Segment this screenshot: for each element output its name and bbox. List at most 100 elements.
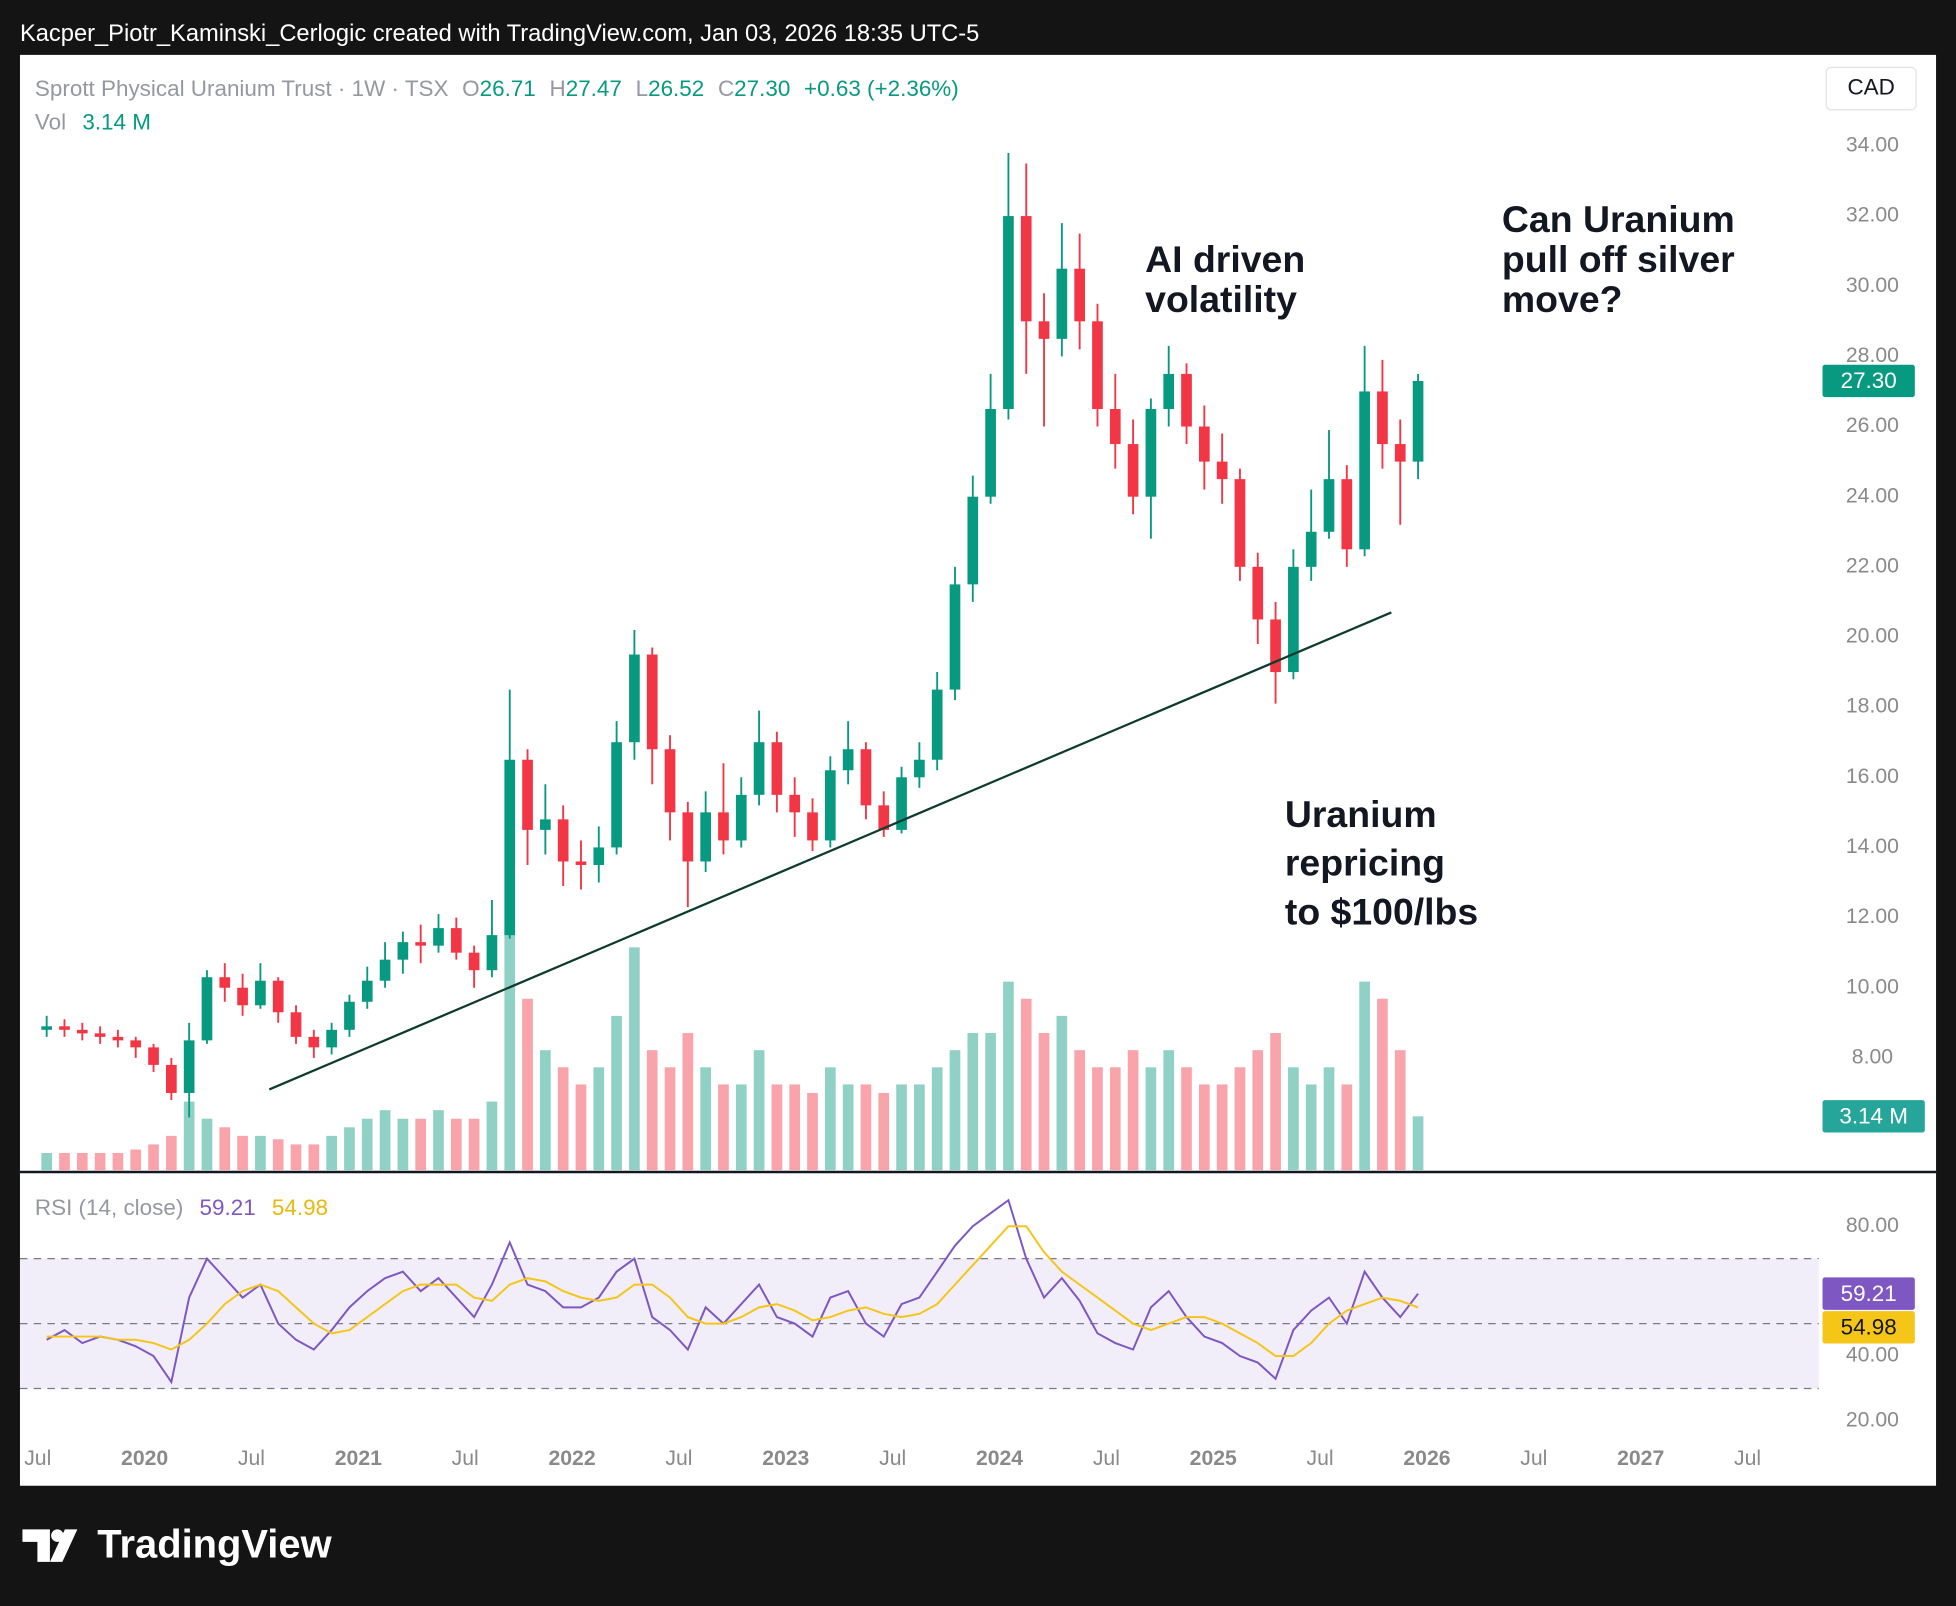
volume-bar: [450, 1118, 462, 1171]
volume-bar: [1038, 1033, 1050, 1171]
volume-bar: [1003, 981, 1014, 1171]
x-tick-label: 2022: [549, 1447, 596, 1470]
annotation-line: repricing: [1285, 842, 1445, 884]
y-tick-label: 28.00: [1846, 344, 1899, 367]
candle-body: [1198, 426, 1210, 462]
volume-bar: [896, 1084, 907, 1171]
symbol: Sprott Physical Uranium Trust · 1W · TSX: [35, 76, 449, 101]
logo: TradingView: [22, 1522, 333, 1566]
candle-body: [450, 928, 462, 953]
volume-bar: [486, 1101, 498, 1171]
volume-bar: [166, 1135, 177, 1171]
candle-body: [1145, 408, 1157, 497]
annotation-line: pull off silver: [1502, 238, 1735, 280]
volume-bar: [789, 1084, 801, 1171]
candle-body: [130, 1040, 142, 1048]
candle-body: [166, 1064, 177, 1093]
volume-bar: [735, 1084, 747, 1171]
candle-body: [575, 861, 587, 865]
y-tick-label: 12.00: [1846, 905, 1899, 928]
volume-bar: [1092, 1067, 1103, 1171]
candle-body: [112, 1036, 124, 1041]
rsi-tick-label: 20.00: [1846, 1409, 1899, 1432]
volume-bar: [219, 1127, 231, 1171]
volume-bar: [593, 1067, 605, 1171]
candle-body: [237, 987, 248, 1006]
volume-bar: [1127, 1050, 1139, 1171]
candle-body: [1359, 391, 1370, 550]
annotation-line: Uranium: [1285, 793, 1437, 835]
candle-body: [1216, 461, 1228, 480]
legend-label: C: [718, 76, 734, 101]
volume-bar: [1341, 1084, 1353, 1171]
volume-bar: [1270, 1033, 1281, 1171]
currency-button[interactable]: [1825, 66, 1917, 111]
y-tick-label: 18.00: [1846, 695, 1899, 718]
legend-label: O: [462, 76, 479, 101]
volume-bar: [771, 1084, 783, 1171]
volume-bar: [397, 1118, 409, 1171]
y-tick-label: 24.00: [1846, 484, 1899, 507]
candle-body: [255, 980, 266, 1006]
volume-bar: [611, 1015, 622, 1171]
annotation-line: move?: [1502, 278, 1623, 320]
y-tick-label: 8.00: [1852, 1045, 1893, 1068]
volume-bar: [967, 1033, 979, 1171]
y-tick-label: 26.00: [1846, 414, 1899, 437]
currency[interactable]: CAD: [1847, 75, 1894, 100]
annotation: Can Uranium pull off silver move?: [1502, 198, 1735, 320]
x-tick-label: Jul: [665, 1447, 692, 1470]
rsi-tick-label: 80.00: [1846, 1214, 1899, 1237]
volume-bar: [664, 1067, 676, 1171]
x-tick-label: Jul: [1734, 1447, 1761, 1470]
candle-body: [611, 742, 622, 848]
y-tick-label: 16.00: [1846, 765, 1899, 788]
candle-body: [59, 1026, 70, 1030]
candle-body: [557, 819, 569, 862]
candle-body: [1288, 566, 1299, 673]
candle-body: [807, 812, 818, 841]
volume-bar: [433, 1110, 444, 1171]
volume-bar: [379, 1110, 391, 1171]
rsi-ma-last-bg: [1822, 1311, 1915, 1344]
legend-value: 27.47: [566, 76, 622, 101]
logo-mark: [22, 1529, 78, 1562]
candle-body: [522, 759, 533, 830]
annotation-line: to $100/lbs: [1285, 890, 1478, 932]
legend-label: L: [636, 76, 648, 101]
candle-body: [931, 689, 943, 760]
trendline: [268, 611, 1392, 1091]
last-volume-bg: [1822, 1100, 1925, 1133]
volume-bar: [468, 1118, 480, 1171]
rsi-ma-last: 54.98: [1841, 1314, 1897, 1339]
attribution: Kacper_Piotr_Kaminski_Cerlogic created w…: [20, 21, 979, 47]
x-tick-label: 2024: [976, 1447, 1023, 1470]
volume-bar: [76, 1152, 88, 1171]
candle-body: [896, 777, 907, 830]
legend: Sprott Physical Uranium Trust · 1W · TSX…: [35, 76, 959, 101]
legend-value: 26.71: [480, 76, 536, 101]
y-tick-label: 10.00: [1846, 975, 1899, 998]
volume-bar: [59, 1152, 70, 1171]
brand: TradingView: [97, 1522, 332, 1566]
volume-bar: [1359, 981, 1370, 1171]
volume-bar: [700, 1067, 711, 1171]
volume-bar: [824, 1067, 836, 1171]
x-tick-label: Jul: [1520, 1447, 1547, 1470]
candle-body: [878, 805, 890, 830]
candle-body: [629, 654, 640, 743]
volume-bar: [842, 1084, 854, 1171]
rsi-legend: RSI (14, close) 59.21 54.98: [35, 1195, 328, 1220]
volume-bar: [94, 1152, 106, 1171]
candle-body: [753, 742, 765, 795]
volume-bar: [878, 1093, 890, 1171]
rsi-ma-value: 54.98: [272, 1195, 328, 1220]
x-tick-label: 2026: [1403, 1447, 1450, 1470]
candle-body: [593, 847, 605, 865]
candle-body: [361, 980, 373, 1002]
volume-bar: [272, 1139, 284, 1171]
legend-value: 3.14 M: [82, 109, 151, 134]
legend-value: 26.52: [648, 76, 704, 101]
